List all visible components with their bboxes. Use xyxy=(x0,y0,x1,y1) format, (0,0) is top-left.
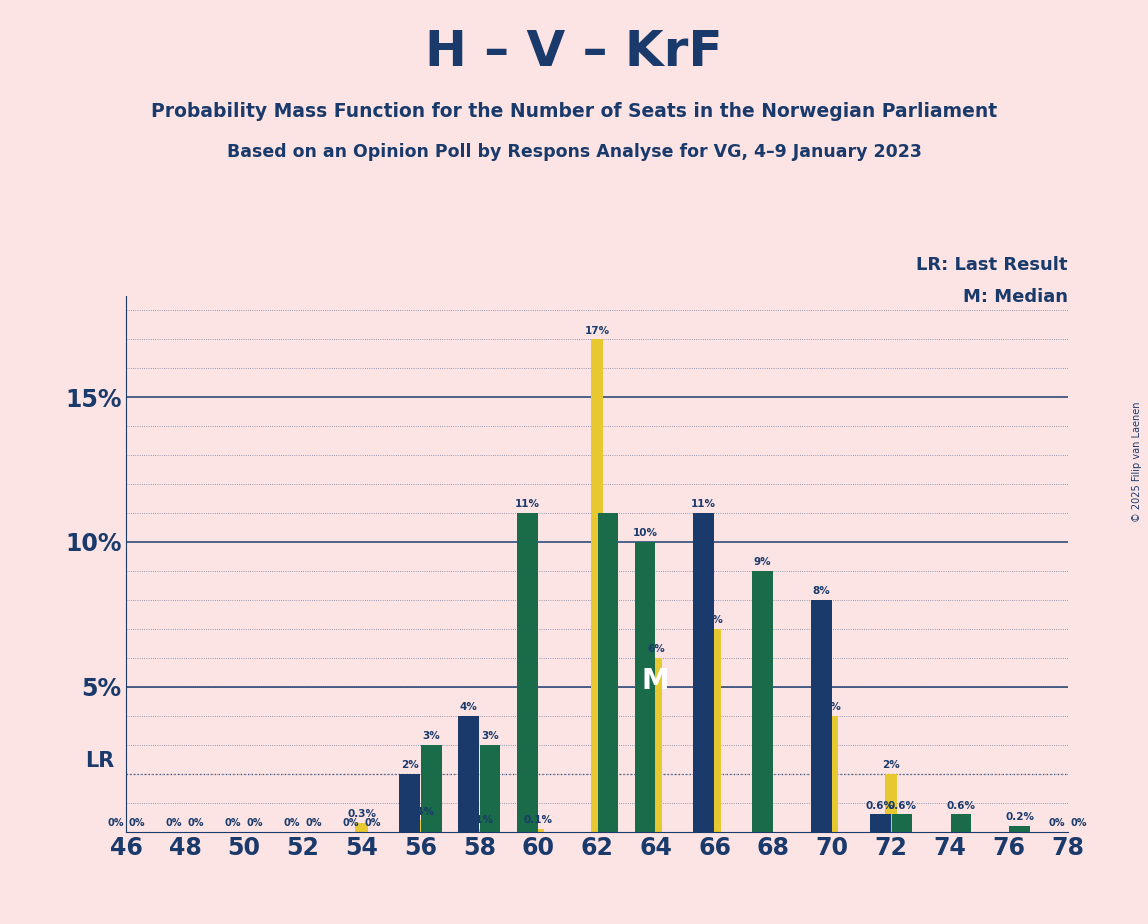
Bar xyxy=(591,339,603,832)
Bar xyxy=(870,814,891,832)
Text: 0.1%: 0.1% xyxy=(523,815,552,825)
Text: 0%: 0% xyxy=(1070,818,1087,828)
Text: 0%: 0% xyxy=(107,818,124,828)
Bar xyxy=(708,629,721,832)
Text: 8%: 8% xyxy=(813,587,830,596)
Text: LR: Last Result: LR: Last Result xyxy=(916,256,1068,274)
Text: 0%: 0% xyxy=(129,818,146,828)
Text: 11%: 11% xyxy=(514,500,540,509)
Text: 0.6%: 0.6% xyxy=(946,801,976,810)
Text: 0.6%: 0.6% xyxy=(887,801,916,810)
Text: 3%: 3% xyxy=(422,731,440,741)
Text: 6%: 6% xyxy=(647,644,665,654)
Text: 0%: 0% xyxy=(247,818,263,828)
Text: 0%: 0% xyxy=(364,818,381,828)
Text: 10%: 10% xyxy=(633,529,658,539)
Bar xyxy=(517,513,537,832)
Text: 17%: 17% xyxy=(584,325,610,335)
Bar xyxy=(400,773,420,832)
Bar xyxy=(951,814,971,832)
Text: 7%: 7% xyxy=(706,615,723,626)
Text: 0%: 0% xyxy=(1048,818,1065,828)
Bar xyxy=(1009,826,1030,832)
Text: 0%: 0% xyxy=(305,818,321,828)
Text: 0%: 0% xyxy=(188,818,204,828)
Bar xyxy=(473,829,486,832)
Bar xyxy=(414,820,427,832)
Text: 0.2%: 0.2% xyxy=(1006,812,1034,822)
Text: 4%: 4% xyxy=(459,702,478,712)
Text: 0.6%: 0.6% xyxy=(866,801,894,810)
Bar xyxy=(532,829,544,832)
Text: 0.1%: 0.1% xyxy=(465,815,494,825)
Text: 0.3%: 0.3% xyxy=(347,809,377,820)
Bar xyxy=(480,745,501,832)
Text: 2%: 2% xyxy=(401,760,418,771)
Bar xyxy=(598,513,618,832)
Bar xyxy=(812,600,831,832)
Text: Probability Mass Function for the Number of Seats in the Norwegian Parliament: Probability Mass Function for the Number… xyxy=(150,102,998,121)
Text: 0%: 0% xyxy=(284,818,300,828)
Bar xyxy=(635,541,656,832)
Text: 0%: 0% xyxy=(225,818,241,828)
Text: 3%: 3% xyxy=(481,731,499,741)
Text: M: M xyxy=(642,667,669,695)
Text: 11%: 11% xyxy=(691,500,716,509)
Bar xyxy=(892,814,913,832)
Text: M: Median: M: Median xyxy=(963,288,1068,307)
Text: 2%: 2% xyxy=(883,760,900,771)
Bar xyxy=(421,745,442,832)
Text: 0%: 0% xyxy=(342,818,359,828)
Text: 4%: 4% xyxy=(823,702,841,712)
Bar xyxy=(827,716,838,832)
Text: 0%: 0% xyxy=(166,818,183,828)
Text: 0.4%: 0.4% xyxy=(406,807,435,817)
Text: Based on an Opinion Poll by Respons Analyse for VG, 4–9 January 2023: Based on an Opinion Poll by Respons Anal… xyxy=(226,143,922,161)
Bar xyxy=(650,658,662,832)
Text: LR: LR xyxy=(85,751,115,772)
Text: H – V – KrF: H – V – KrF xyxy=(425,28,723,76)
Bar xyxy=(752,571,773,832)
Bar xyxy=(693,513,714,832)
Bar xyxy=(356,823,367,832)
Bar xyxy=(885,773,898,832)
Text: 9%: 9% xyxy=(754,557,771,567)
Text: © 2025 Filip van Laenen: © 2025 Filip van Laenen xyxy=(1132,402,1142,522)
Bar xyxy=(458,716,479,832)
